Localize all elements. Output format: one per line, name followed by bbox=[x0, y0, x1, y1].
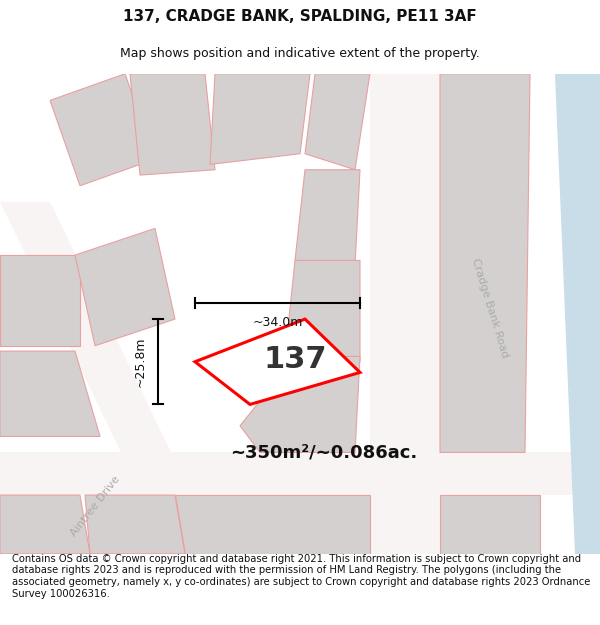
Polygon shape bbox=[75, 228, 175, 346]
Text: ~25.8m: ~25.8m bbox=[133, 336, 146, 387]
Text: ~350m²/~0.086ac.: ~350m²/~0.086ac. bbox=[230, 443, 417, 461]
Polygon shape bbox=[210, 74, 310, 164]
Polygon shape bbox=[0, 495, 90, 554]
Polygon shape bbox=[440, 74, 530, 452]
Polygon shape bbox=[240, 356, 360, 452]
Polygon shape bbox=[0, 202, 220, 554]
Polygon shape bbox=[50, 74, 155, 186]
Polygon shape bbox=[0, 255, 80, 346]
Text: Contains OS data © Crown copyright and database right 2021. This information is : Contains OS data © Crown copyright and d… bbox=[12, 554, 590, 599]
Polygon shape bbox=[175, 495, 370, 554]
Polygon shape bbox=[370, 74, 440, 554]
Polygon shape bbox=[195, 319, 360, 404]
Polygon shape bbox=[305, 74, 370, 170]
Polygon shape bbox=[440, 495, 540, 554]
Text: Cradge Bank Road: Cradge Bank Road bbox=[470, 258, 510, 359]
Text: 137, CRADGE BANK, SPALDING, PE11 3AF: 137, CRADGE BANK, SPALDING, PE11 3AF bbox=[123, 9, 477, 24]
Text: 137: 137 bbox=[263, 345, 327, 374]
Polygon shape bbox=[0, 351, 100, 436]
Polygon shape bbox=[0, 452, 600, 495]
Polygon shape bbox=[130, 74, 215, 175]
Polygon shape bbox=[295, 170, 360, 266]
Polygon shape bbox=[555, 74, 600, 554]
Polygon shape bbox=[285, 261, 360, 362]
Text: ~34.0m: ~34.0m bbox=[253, 316, 302, 329]
Text: Map shows position and indicative extent of the property.: Map shows position and indicative extent… bbox=[120, 47, 480, 59]
Polygon shape bbox=[85, 495, 185, 554]
Text: Aintree Drive: Aintree Drive bbox=[68, 474, 122, 538]
